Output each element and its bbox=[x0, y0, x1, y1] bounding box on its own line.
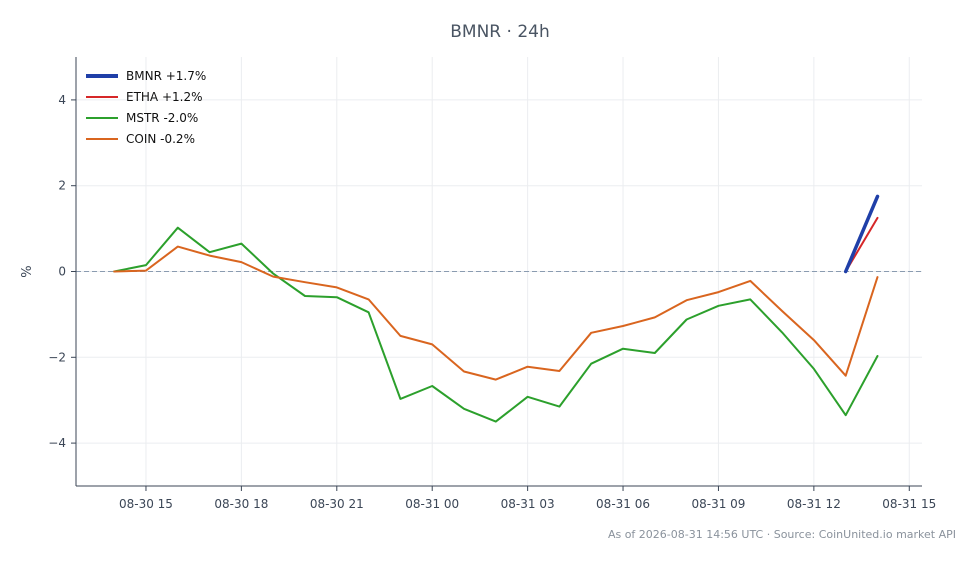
y-tick-label: 4 bbox=[58, 93, 66, 107]
x-tick-label: 08-31 09 bbox=[691, 497, 745, 511]
y-tick-label: −2 bbox=[48, 350, 66, 364]
x-tick-label: 08-31 00 bbox=[405, 497, 459, 511]
series-line-coin bbox=[113, 245, 879, 381]
legend-label-bmnr: BMNR +1.7% bbox=[126, 69, 206, 83]
x-tick-label: 08-30 21 bbox=[310, 497, 364, 511]
y-tick-label: 2 bbox=[58, 179, 66, 193]
y-tick-label: 0 bbox=[58, 265, 66, 279]
x-tick-label: 08-31 15 bbox=[882, 497, 936, 511]
legend-label-etha: ETHA +1.2% bbox=[126, 90, 203, 104]
series-line-mstr bbox=[113, 226, 879, 423]
legend-label-mstr: MSTR -2.0% bbox=[126, 111, 198, 125]
x-tick-label: 08-31 12 bbox=[787, 497, 841, 511]
y-tick-label: −4 bbox=[48, 436, 66, 450]
footer-source: As of 2026-08-31 14:56 UTC · Source: Coi… bbox=[608, 528, 956, 541]
legend-label-coin: COIN -0.2% bbox=[126, 132, 195, 146]
x-tick-label: 08-31 06 bbox=[596, 497, 650, 511]
x-tick-label: 08-30 18 bbox=[214, 497, 268, 511]
chart-title: BMNR · 24h bbox=[450, 22, 549, 42]
grid bbox=[76, 57, 922, 486]
series-layer bbox=[113, 194, 880, 423]
legend: BMNR +1.7% ETHA +1.2% MSTR -2.0% COIN -0.2% bbox=[86, 69, 206, 146]
series-line-bmnr bbox=[843, 194, 880, 274]
x-tick-label: 08-30 15 bbox=[119, 497, 173, 511]
axes: −4 −2 0 2 4 08-30 15 08-30 18 08-30 21 08-31 00 0… bbox=[48, 57, 936, 511]
x-tick-label: 08-31 03 bbox=[501, 497, 555, 511]
y-axis-label: % bbox=[20, 265, 35, 277]
